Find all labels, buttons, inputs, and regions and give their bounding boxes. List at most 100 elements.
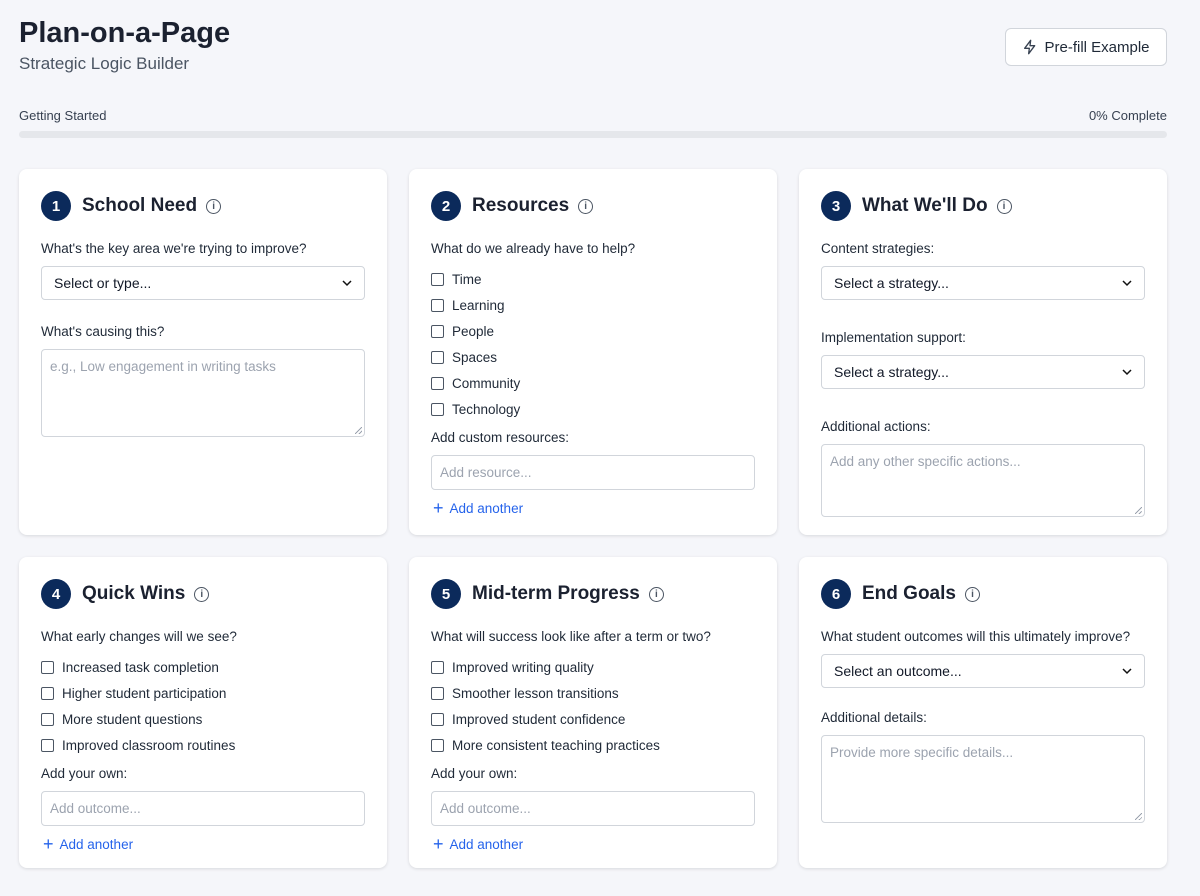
field-label: What early changes will we see? <box>41 629 237 644</box>
textarea-placeholder: Provide more specific details... <box>830 745 1014 760</box>
field-label: Implementation support: <box>821 330 966 345</box>
info-icon[interactable]: i <box>578 198 594 214</box>
card-title: Resources <box>472 195 570 216</box>
checkbox[interactable] <box>431 738 444 752</box>
custom-input[interactable]: Add resource... <box>431 455 755 490</box>
add-another-button[interactable]: + Add another <box>41 835 365 853</box>
plus-icon: + <box>43 834 54 854</box>
step-badge: 2 <box>431 191 461 221</box>
add-another-label: Add another <box>449 836 524 852</box>
step-badge: 3 <box>821 191 851 221</box>
info-icon[interactable]: i <box>206 198 222 214</box>
field-label: What do we already have to help? <box>431 241 636 256</box>
card-header: 5 Mid-term Progress i <box>431 579 755 609</box>
checkbox-option[interactable]: Improved student confidence <box>431 706 755 732</box>
checkbox-label: Increased task completion <box>62 659 219 675</box>
checkbox-option[interactable]: Community <box>431 370 755 396</box>
field-label: Additional actions: <box>821 419 931 434</box>
prefill-example-button[interactable]: Pre-fill Example <box>1005 28 1167 66</box>
select-value: Select a strategy... <box>834 364 949 380</box>
card-step-3: 3 What We'll Do i Content strategies: Select… <box>799 169 1167 535</box>
lightning-icon <box>1024 39 1036 55</box>
checkbox-option[interactable]: More consistent teaching practices <box>431 732 755 758</box>
checkbox[interactable] <box>431 298 444 312</box>
checkbox-label: Learning <box>452 297 505 313</box>
add-another-button[interactable]: + Add another <box>431 835 755 853</box>
add-another-label: Add another <box>449 500 524 516</box>
textarea[interactable]: Provide more specific details... <box>821 735 1145 823</box>
card-title: Quick Wins <box>82 583 186 604</box>
checkbox[interactable] <box>431 686 444 700</box>
info-icon[interactable]: i <box>996 198 1012 214</box>
checkbox-label: People <box>452 323 495 339</box>
checkbox-option[interactable]: Technology <box>431 396 755 422</box>
card-step-5: 5 Mid-term Progress i What will success loo… <box>409 557 777 868</box>
checkbox-option[interactable]: Higher student participation <box>41 680 365 706</box>
checkbox-option[interactable]: Increased task completion <box>41 654 365 680</box>
info-icon[interactable]: i <box>648 586 664 602</box>
progress-status: 0% Complete <box>1088 108 1167 123</box>
checkbox-option[interactable]: Time <box>431 266 755 292</box>
chevron-down-icon <box>1122 369 1132 376</box>
checkbox[interactable] <box>431 350 444 364</box>
chevron-down-icon <box>1122 280 1132 287</box>
plus-icon: + <box>433 498 444 518</box>
checkbox-option[interactable]: Spaces <box>431 344 755 370</box>
select-dropdown[interactable]: Select a strategy... <box>821 266 1145 300</box>
progress-bar <box>19 131 1167 138</box>
field-label: Additional details: <box>821 710 927 725</box>
checkbox-label: Smoother lesson transitions <box>452 685 619 701</box>
checkbox-option[interactable]: Smoother lesson transitions <box>431 680 755 706</box>
card-header: 1 School Need i <box>41 191 365 221</box>
card-step-2: 2 Resources i What do we already have to he… <box>409 169 777 535</box>
card-step-1: 1 School Need i What's the key area we're t… <box>19 169 387 535</box>
custom-input[interactable]: Add outcome... <box>431 791 755 826</box>
card-step-6: 6 End Goals i What student outcomes will th… <box>799 557 1167 868</box>
select-value: Select an outcome... <box>834 663 962 679</box>
select-dropdown[interactable]: Select or type... <box>41 266 365 300</box>
custom-input[interactable]: Add outcome... <box>41 791 365 826</box>
card-title: What We'll Do <box>862 195 988 216</box>
checkbox-label: More student questions <box>62 711 203 727</box>
checkbox[interactable] <box>431 272 444 286</box>
add-another-button[interactable]: + Add another <box>431 499 755 517</box>
prefill-label: Pre-fill Example <box>1044 38 1150 56</box>
card-title: School Need <box>82 195 198 216</box>
checkbox-option[interactable]: Improved writing quality <box>431 654 755 680</box>
textarea[interactable]: Add any other specific actions... <box>821 444 1145 517</box>
chevron-down-icon <box>1122 668 1132 675</box>
checkbox-option[interactable]: More student questions <box>41 706 365 732</box>
checkbox[interactable] <box>41 660 54 674</box>
field-label: Content strategies: <box>821 241 935 256</box>
field-label: What's causing this? <box>41 324 165 339</box>
page-title: Plan-on-a-Page <box>19 17 231 49</box>
add-another-label: Add another <box>59 836 134 852</box>
checkbox-label: Spaces <box>452 349 498 365</box>
card-header: 3 What We'll Do i <box>821 191 1145 221</box>
checkbox[interactable] <box>431 660 444 674</box>
textarea-placeholder: Add any other specific actions... <box>830 454 1021 469</box>
select-dropdown[interactable]: Select a strategy... <box>821 355 1145 389</box>
checkbox-option[interactable]: People <box>431 318 755 344</box>
checkbox[interactable] <box>431 324 444 338</box>
plus-icon: + <box>433 834 444 854</box>
info-icon[interactable]: i <box>964 586 980 602</box>
page-subtitle: Strategic Logic Builder <box>19 54 190 73</box>
info-icon[interactable]: i <box>194 586 210 602</box>
checkbox-option[interactable]: Learning <box>431 292 755 318</box>
checkbox[interactable] <box>431 376 444 390</box>
checkbox[interactable] <box>431 712 444 726</box>
progress-label: Getting Started <box>19 108 107 123</box>
checkbox[interactable] <box>431 402 444 416</box>
checkbox[interactable] <box>41 686 54 700</box>
input-placeholder: Add resource... <box>440 465 532 480</box>
select-dropdown[interactable]: Select an outcome... <box>821 654 1145 688</box>
checkbox[interactable] <box>41 738 54 752</box>
checkbox-label: Improved classroom routines <box>62 737 236 753</box>
textarea[interactable]: e.g., Low engagement in writing tasks <box>41 349 365 437</box>
checkbox-option[interactable]: Improved classroom routines <box>41 732 365 758</box>
field-label: Add custom resources: <box>431 430 570 445</box>
field-label: Add your own: <box>431 766 518 781</box>
checkbox-label: Community <box>452 375 521 391</box>
checkbox[interactable] <box>41 712 54 726</box>
